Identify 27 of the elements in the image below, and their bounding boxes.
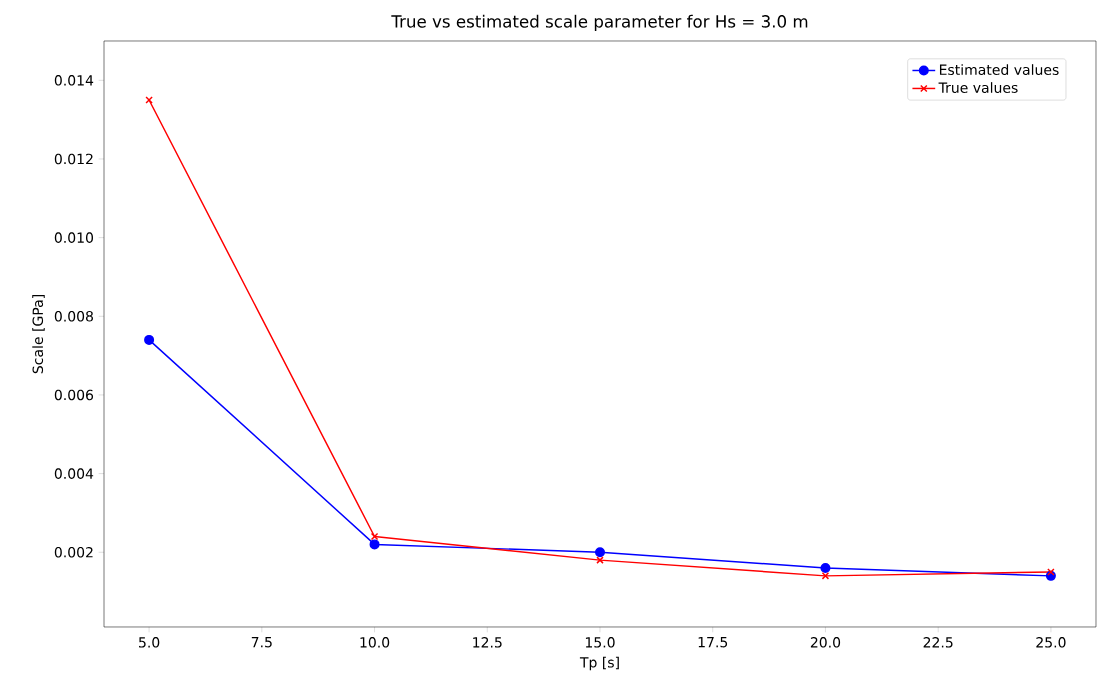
x-tick-label: 25.0 xyxy=(1036,637,1066,648)
y-tick-label: 0.006 xyxy=(54,389,94,401)
y-tick-label: 0.010 xyxy=(54,232,94,243)
x-tick-label: 7.5 xyxy=(251,637,272,648)
x-tick-label: 5.0 xyxy=(139,637,160,648)
point xyxy=(144,334,155,345)
x-tick-label: 10.0 xyxy=(360,637,390,648)
x-tick-label: 22.5 xyxy=(923,637,953,648)
x-tick-label: 15.0 xyxy=(585,637,615,648)
y-tick-label: 0.012 xyxy=(54,153,93,165)
point xyxy=(370,532,379,541)
legend-label: True values xyxy=(938,82,1018,93)
point xyxy=(594,547,606,558)
y-axis-title: Scale [GPa] xyxy=(32,295,45,374)
x-axis-title: Tp [s] xyxy=(579,656,619,671)
legend-label: Estimated values xyxy=(939,64,1059,75)
point xyxy=(1047,568,1055,576)
point xyxy=(369,539,380,550)
y-tick-label: 0.002 xyxy=(54,546,93,558)
y-tick-label: 0.014 xyxy=(54,75,94,86)
y-tick-label: 0.008 xyxy=(54,310,93,322)
point xyxy=(820,562,831,573)
y-tick-label: 0.004 xyxy=(54,468,94,479)
x-tick-label: 20.0 xyxy=(810,637,841,648)
x-tick-label: 17.5 xyxy=(698,637,728,648)
chart-title: True vs estimated scale parameter for Hs = 3.0 m xyxy=(391,14,808,31)
x-tick-label: 12.5 xyxy=(473,637,502,648)
